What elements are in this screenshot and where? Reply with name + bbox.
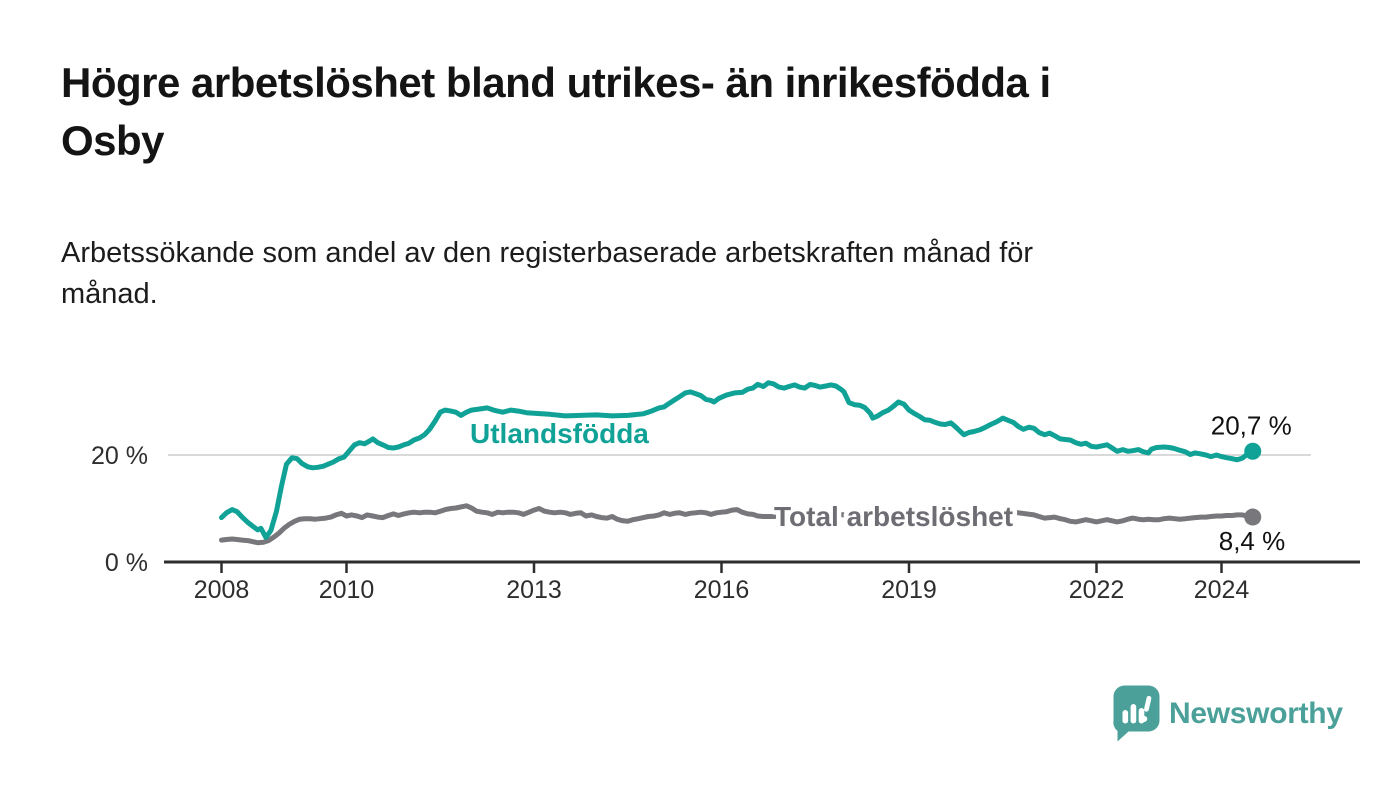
y-tick-label: 0 % [105,549,148,577]
x-tick-label: 2010 [319,576,375,604]
newsworthy-logo: Newsworthy [1113,685,1343,742]
end-value-annotation: 8,4 % [1219,526,1286,556]
y-tick-label: 20 % [91,442,148,470]
page-title-line2: Osby [61,117,165,164]
x-tick-label: 2019 [881,576,937,604]
x-tick-label: 2013 [506,576,562,604]
page-title: Högre arbetslöshet bland utrikes- än inr… [61,54,1371,170]
series-end-dot-utlandsfodda [1244,442,1262,460]
end-value-annotation: 20,7 % [1211,410,1292,440]
chart-subtitle-line2: månad. [61,278,158,310]
series-end-dot-total [1244,508,1262,526]
series-label-total: Total arbetslöshet [774,501,1013,532]
series-label-utlandsfodda: Utlandsfödda [470,418,649,449]
logo-bar-2 [1130,704,1137,724]
x-tick-label: 2008 [194,576,250,604]
chart-subtitle: Arbetssökande som andel av den registerb… [61,233,1311,315]
chart-subtitle-line1: Arbetssökande som andel av den registerb… [61,237,1034,269]
logo-bubble-shape [1113,685,1160,742]
newsworthy-logo-text: Newsworthy [1169,696,1343,730]
page-title-line1: Högre arbetslöshet bland utrikes- än inr… [61,59,1051,106]
series-line-total [219,503,1256,546]
logo-exclamation [1141,695,1152,722]
series-line-utlandsfodda [219,380,1256,540]
x-tick-label: 2016 [694,576,750,604]
x-tick-label: 2022 [1069,576,1125,604]
newsworthy-logo-icon [1113,685,1160,742]
x-tick-label: 2024 [1194,576,1250,604]
logo-bar-1 [1122,710,1129,724]
